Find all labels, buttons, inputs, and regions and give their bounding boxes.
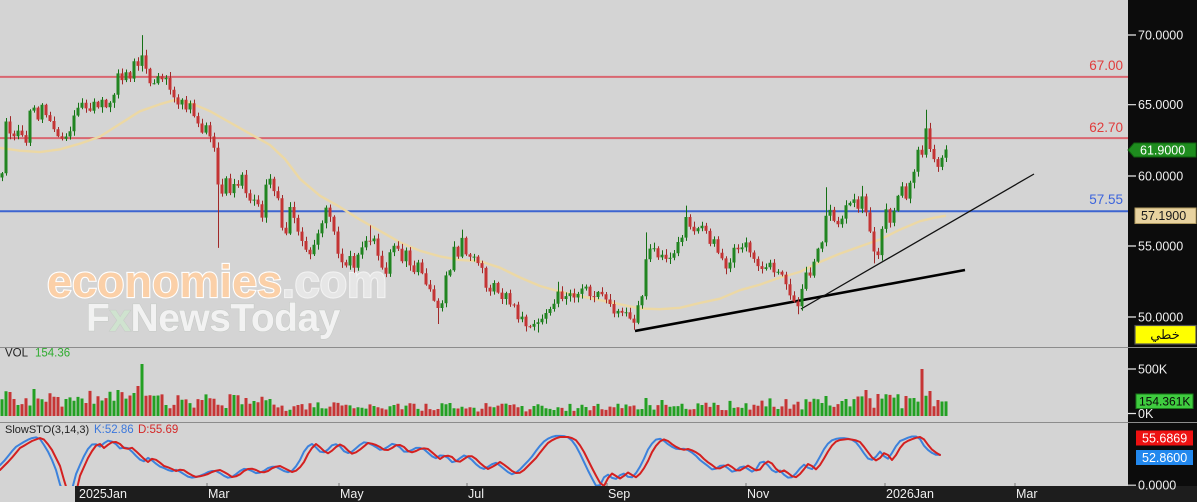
svg-text:خطي: خطي — [1150, 327, 1180, 342]
svg-text:VOL: VOL — [5, 348, 29, 360]
svg-text:FxNewsToday: FxNewsToday — [86, 297, 341, 340]
svg-text:70.0000: 70.0000 — [1138, 29, 1183, 43]
svg-text:2026Jan: 2026Jan — [886, 487, 934, 501]
svg-text:2025Jan: 2025Jan — [79, 487, 127, 501]
svg-text:Sep: Sep — [608, 487, 630, 501]
svg-text:May: May — [340, 487, 364, 501]
svg-text:55.0000: 55.0000 — [1138, 240, 1183, 254]
svg-text:61.9000: 61.9000 — [1140, 144, 1185, 158]
svg-text:154.361K: 154.361K — [1139, 394, 1190, 408]
svg-text:50.0000: 50.0000 — [1138, 311, 1183, 325]
svg-text:SlowSTO(3,14,3): SlowSTO(3,14,3) — [5, 424, 89, 436]
svg-text:55.6869: 55.6869 — [1142, 432, 1187, 446]
svg-text:D:55.69: D:55.69 — [138, 424, 178, 436]
svg-text:52.8600: 52.8600 — [1142, 451, 1187, 465]
svg-text:62.70: 62.70 — [1089, 120, 1123, 135]
svg-text:K:52.86: K:52.86 — [94, 424, 134, 436]
svg-text:economies.com: economies.com — [47, 256, 387, 307]
svg-text:154.36: 154.36 — [35, 348, 70, 360]
svg-text:Mar: Mar — [1016, 487, 1038, 501]
svg-text:Mar: Mar — [208, 487, 230, 501]
svg-text:67.00: 67.00 — [1089, 58, 1123, 73]
svg-text:57.1900: 57.1900 — [1141, 209, 1186, 223]
svg-text:60.0000: 60.0000 — [1138, 170, 1183, 184]
svg-text:Nov: Nov — [747, 487, 770, 501]
svg-text:0K: 0K — [1138, 407, 1154, 421]
svg-text:500K: 500K — [1138, 363, 1168, 377]
svg-text:57.55: 57.55 — [1089, 192, 1123, 207]
svg-text:0.0000: 0.0000 — [1138, 479, 1176, 493]
svg-text:Jul: Jul — [468, 487, 484, 501]
svg-text:65.0000: 65.0000 — [1138, 98, 1183, 112]
